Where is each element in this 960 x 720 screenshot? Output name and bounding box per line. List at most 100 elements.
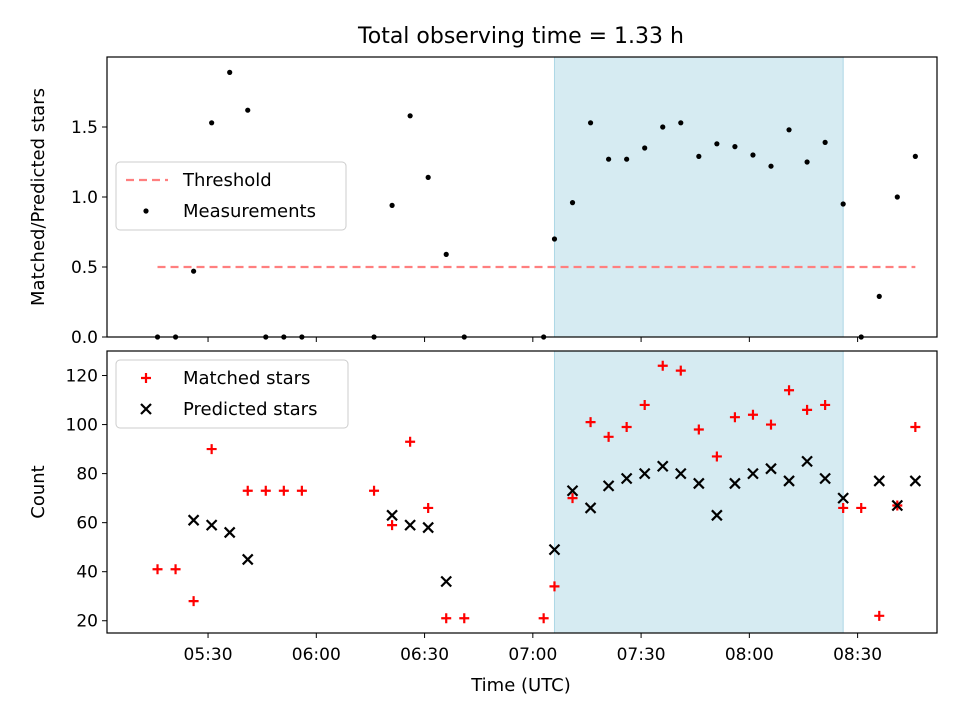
data-point-predicted: [386, 509, 398, 522]
data-point: [407, 113, 413, 119]
data-point-matched: [242, 485, 253, 496]
data-point: [822, 139, 828, 145]
data-point-matched: [874, 610, 885, 621]
data-point: [714, 141, 720, 147]
data-point: [587, 120, 594, 126]
data-point-predicted: [873, 475, 886, 487]
data-point-matched: [549, 581, 560, 592]
data-point-predicted: [223, 526, 236, 539]
data-point-matched: [910, 422, 921, 433]
legend-label: Predicted stars: [183, 399, 317, 420]
data-point: [696, 153, 702, 159]
data-point-predicted: [656, 460, 669, 473]
x-tick-label: 08:30: [833, 645, 882, 665]
x-tick-label: 07:00: [508, 645, 557, 665]
legend-label: Measurements: [183, 201, 316, 222]
data-point: [624, 156, 630, 162]
data-point-predicted: [801, 455, 813, 468]
data-point: [876, 293, 882, 299]
data-point-matched: [260, 485, 271, 496]
data-point: [227, 69, 233, 75]
data-point-matched: [603, 431, 614, 442]
data-point: [425, 174, 431, 180]
data-point: [245, 107, 251, 113]
data-point-matched: [152, 564, 163, 575]
data-point-predicted: [711, 509, 723, 522]
data-point-matched: [369, 485, 380, 496]
legend-measurements-swatch: [143, 208, 149, 214]
data-point: [569, 200, 576, 206]
data-point-matched: [838, 502, 849, 513]
y-tick-label: 1.5: [71, 118, 98, 138]
data-point-predicted: [693, 477, 705, 490]
data-point: [768, 163, 774, 169]
axes-frame: [106, 350, 938, 634]
data-point-predicted: [909, 475, 922, 487]
legend-predicted-swatch: [140, 403, 152, 415]
data-point-predicted: [422, 521, 434, 534]
data-point-predicted: [440, 575, 452, 588]
data-point-predicted: [675, 467, 687, 480]
data-point: [786, 127, 792, 133]
data-point-matched: [621, 422, 632, 433]
data-point-matched: [802, 404, 813, 415]
data-point-matched: [405, 436, 416, 447]
data-point-predicted: [620, 472, 633, 485]
legend-box: [115, 161, 347, 231]
y-tick-label: 0.0: [71, 328, 98, 348]
data-point-matched: [459, 613, 470, 624]
data-point-predicted: [566, 484, 579, 497]
shaded-region: [553, 350, 844, 634]
legend: Matched stars Predicted stars: [115, 359, 349, 429]
data-point-matched: [693, 424, 704, 435]
y-tick-label: 40: [76, 563, 98, 583]
data-point-matched: [441, 613, 452, 624]
data-point-predicted: [837, 492, 849, 504]
data-point: [389, 202, 395, 208]
y-tick-label: 60: [76, 514, 98, 534]
data-point-matched: [567, 493, 578, 504]
legend: Threshold Measurements: [115, 161, 347, 231]
data-point: [606, 156, 612, 162]
data-point-matched: [766, 419, 776, 430]
data-point-matched: [538, 613, 549, 624]
data-point-predicted: [241, 553, 254, 566]
data-point: [209, 120, 215, 126]
y-axis-label: Count: [28, 465, 49, 518]
y-tick-label: 80: [76, 465, 98, 485]
data-point-matched: [206, 444, 217, 455]
data-point: [894, 194, 900, 200]
legend-box: [115, 359, 349, 429]
y-axis-label: Matched/Predicted stars: [28, 88, 49, 306]
legend-matched-swatch: [141, 373, 151, 383]
y-tick-label: 120: [66, 367, 98, 387]
data-point-matched: [278, 485, 289, 496]
data-point-predicted: [819, 472, 831, 485]
data-point-predicted: [765, 462, 777, 475]
data-point-matched: [747, 409, 758, 420]
legend-label: Threshold: [182, 170, 272, 191]
x-tick-label: 06:30: [400, 645, 449, 665]
bottom-panel: 20 40 60 80 100 120 05:30 06:00 06:30 07:00 07:30 0…: [28, 350, 938, 665]
data-point-matched: [387, 520, 398, 531]
y-tick-label: 0.5: [71, 258, 98, 278]
data-point-predicted: [548, 543, 561, 556]
x-tick-label: 05:30: [184, 645, 233, 665]
data-point-predicted: [747, 467, 759, 480]
x-tick-label: 07:30: [617, 645, 666, 665]
data-point: [804, 159, 810, 165]
data-point: [912, 153, 918, 159]
legend-label: Matched stars: [183, 368, 310, 389]
data-point-matched: [188, 596, 199, 607]
y-tick-label: 20: [76, 612, 98, 632]
chart-title: Total observing time = 1.33 h: [357, 24, 684, 49]
data-point: [443, 251, 449, 257]
data-point-matched: [711, 451, 722, 462]
data-point: [642, 145, 648, 151]
data-point-matched: [585, 417, 596, 428]
data-point-predicted: [729, 477, 741, 490]
shaded-region: [553, 56, 844, 338]
x-axis-label: Time (UTC): [470, 675, 571, 696]
data-point-matched: [729, 412, 740, 423]
